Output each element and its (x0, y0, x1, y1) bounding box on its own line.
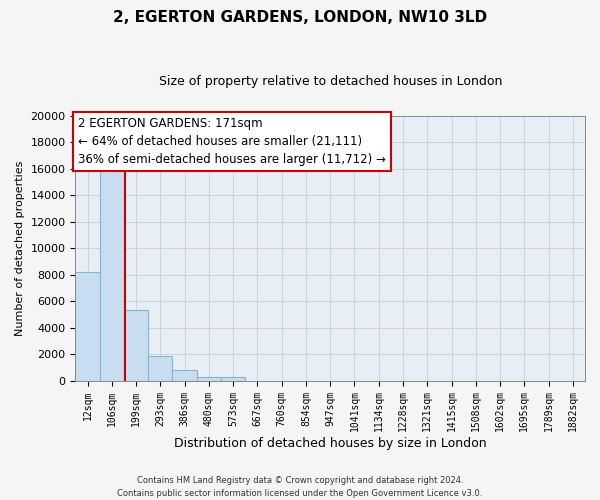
X-axis label: Distribution of detached houses by size in London: Distribution of detached houses by size … (174, 437, 487, 450)
Text: 2, EGERTON GARDENS, LONDON, NW10 3LD: 2, EGERTON GARDENS, LONDON, NW10 3LD (113, 10, 487, 25)
Y-axis label: Number of detached properties: Number of detached properties (15, 160, 25, 336)
Title: Size of property relative to detached houses in London: Size of property relative to detached ho… (158, 75, 502, 88)
Bar (124, 310, 148, 380)
Bar (197, 376, 221, 380)
Text: 2 EGERTON GARDENS: 171sqm
← 64% of detached houses are smaller (21,111)
36% of s: 2 EGERTON GARDENS: 171sqm ← 64% of detac… (78, 117, 386, 166)
Bar (148, 356, 172, 380)
Bar (221, 376, 245, 380)
Bar (100, 162, 124, 380)
Bar (76, 272, 100, 380)
Text: Contains HM Land Registry data © Crown copyright and database right 2024.
Contai: Contains HM Land Registry data © Crown c… (118, 476, 482, 498)
Bar (172, 370, 197, 380)
